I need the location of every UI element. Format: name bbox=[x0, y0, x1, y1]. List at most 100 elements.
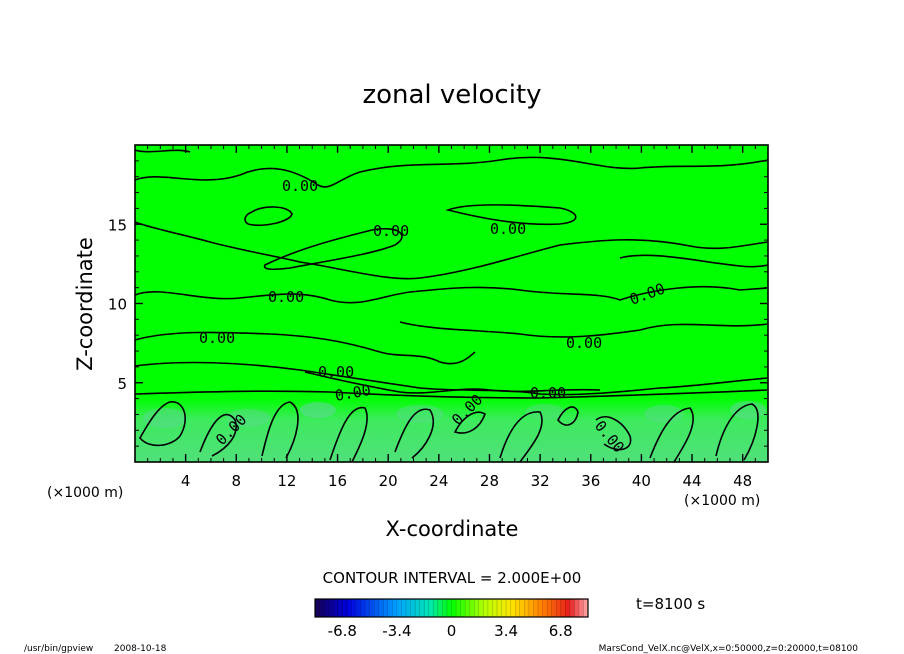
colorbar-cell bbox=[369, 599, 375, 617]
contour-interval-text: CONTOUR INTERVAL = 2.000E+00 bbox=[323, 569, 582, 587]
colorbar-cell bbox=[374, 599, 380, 617]
contour-line bbox=[261, 401, 299, 459]
y-tick-label: 10 bbox=[108, 296, 127, 314]
colorbar-cell bbox=[424, 599, 430, 617]
contour-line bbox=[135, 331, 476, 365]
colorbar-cell bbox=[551, 599, 557, 617]
colorbar-cell bbox=[478, 599, 484, 617]
colorbar-cell bbox=[365, 599, 370, 617]
footer-date: 2008-10-18 bbox=[114, 644, 167, 654]
colorbar-cell bbox=[533, 599, 539, 617]
colorbar-cell bbox=[565, 599, 571, 617]
footer-program: /usr/bin/gpview bbox=[24, 644, 93, 654]
plot-area: 0.00 0.00 0.00 0.00 0.00 0.00 0.00 0.00 … bbox=[134, 144, 769, 463]
colorbar-cell bbox=[415, 599, 421, 617]
colorbar-cell bbox=[519, 599, 525, 617]
colorbar-cell bbox=[583, 599, 589, 617]
contour-line bbox=[135, 156, 768, 188]
colorbar-frame bbox=[314, 598, 589, 618]
x-tick-label: 16 bbox=[328, 472, 347, 490]
x-tick-label: 32 bbox=[531, 472, 550, 490]
colorbar-cell bbox=[437, 599, 443, 617]
colorbar-cell bbox=[319, 599, 325, 617]
chart-title: zonal velocity bbox=[362, 80, 541, 110]
contour-line bbox=[394, 408, 435, 459]
colorbar-cell bbox=[433, 599, 439, 617]
contour-label: 0.00 bbox=[530, 384, 566, 402]
colorbar-cell bbox=[578, 599, 584, 617]
colorbar-cell bbox=[392, 599, 398, 617]
colorbar-cell bbox=[560, 599, 566, 617]
colorbar-cell bbox=[442, 599, 448, 617]
colorbar-cell bbox=[542, 599, 548, 617]
colorbar bbox=[314, 599, 589, 617]
colorbar-cell bbox=[487, 599, 493, 617]
y-tick-label: 5 bbox=[117, 375, 127, 393]
colorbar-tick-label: -3.4 bbox=[382, 622, 411, 640]
colorbar-cell bbox=[574, 599, 580, 617]
colorbar-tick-label: -6.8 bbox=[328, 622, 357, 640]
colorbar-cell bbox=[451, 599, 457, 617]
contour-lines bbox=[135, 149, 768, 462]
contour-label: 0.00 bbox=[490, 220, 526, 238]
x-tick-label: 24 bbox=[429, 472, 448, 490]
contour-line bbox=[263, 228, 403, 271]
contour-label: 0.00 bbox=[373, 222, 409, 240]
contour-line bbox=[135, 221, 768, 280]
colorbar-cell bbox=[510, 599, 516, 617]
shade-patch bbox=[730, 401, 766, 419]
colorbar-tick-label: 0 bbox=[447, 622, 457, 640]
x-tick-label: 44 bbox=[682, 472, 701, 490]
colorbar-cell bbox=[396, 599, 402, 617]
colorbar-cell bbox=[483, 599, 489, 617]
colorbar-cell bbox=[401, 599, 407, 617]
x-tick-label: 20 bbox=[379, 472, 398, 490]
contour-line bbox=[453, 411, 486, 434]
x-tick-label: 8 bbox=[232, 472, 242, 490]
colorbar-cell bbox=[528, 599, 534, 617]
contour-line bbox=[619, 254, 768, 268]
shade-patch bbox=[396, 405, 444, 423]
x-axis-ticks: 4 8 12 16 20 24 28 32 36 40 44 48 bbox=[147, 145, 756, 490]
x-tick-label: 40 bbox=[632, 472, 651, 490]
colorbar-cell bbox=[351, 599, 357, 617]
colorbar-cell bbox=[446, 599, 452, 617]
colorbar-cell bbox=[556, 599, 562, 617]
colorbar-cell bbox=[524, 599, 530, 617]
contour-label: 0.00 bbox=[334, 381, 373, 405]
colorbar-cell bbox=[465, 599, 471, 617]
colorbar-tick-label: 6.8 bbox=[549, 622, 573, 640]
y-axis-ticks: 5 10 15 bbox=[108, 160, 768, 447]
contour-line bbox=[244, 206, 293, 227]
colorbar-cell bbox=[406, 599, 411, 617]
colorbar-cell bbox=[474, 599, 480, 617]
colorbar-tick-label: 3.4 bbox=[494, 622, 518, 640]
x-tick-label: 28 bbox=[480, 472, 499, 490]
colorbar-cell bbox=[387, 599, 393, 617]
contour-line bbox=[557, 406, 579, 426]
shade-patch bbox=[525, 404, 565, 420]
colorbar-cell bbox=[360, 599, 366, 617]
contour-label: 0.00 bbox=[199, 329, 235, 347]
colorbar-cell bbox=[410, 599, 416, 617]
colorbar-cell bbox=[315, 599, 320, 617]
colorbar-cell bbox=[460, 599, 466, 617]
colorbar-cell bbox=[569, 599, 575, 617]
contour-line bbox=[135, 389, 768, 399]
colorbar-cell bbox=[469, 599, 475, 617]
contour-label: 0.00 bbox=[318, 363, 354, 381]
colorbar-cell bbox=[324, 599, 330, 617]
colorbar-cell bbox=[333, 599, 339, 617]
colorbar-cell bbox=[537, 599, 543, 617]
contour-line bbox=[595, 416, 632, 451]
contour-label: 0.00 bbox=[566, 334, 602, 352]
x-tick-label: 48 bbox=[733, 472, 752, 490]
shade-patch bbox=[300, 402, 336, 418]
contour-line bbox=[199, 413, 237, 457]
y-axis-label: Z-coordinate bbox=[73, 237, 97, 371]
contour-line bbox=[304, 371, 601, 394]
time-label: t=8100 s bbox=[636, 595, 705, 613]
contour-line bbox=[399, 321, 768, 338]
colorbar-tick-labels: -6.8 -3.4 0 3.4 6.8 bbox=[328, 622, 573, 640]
